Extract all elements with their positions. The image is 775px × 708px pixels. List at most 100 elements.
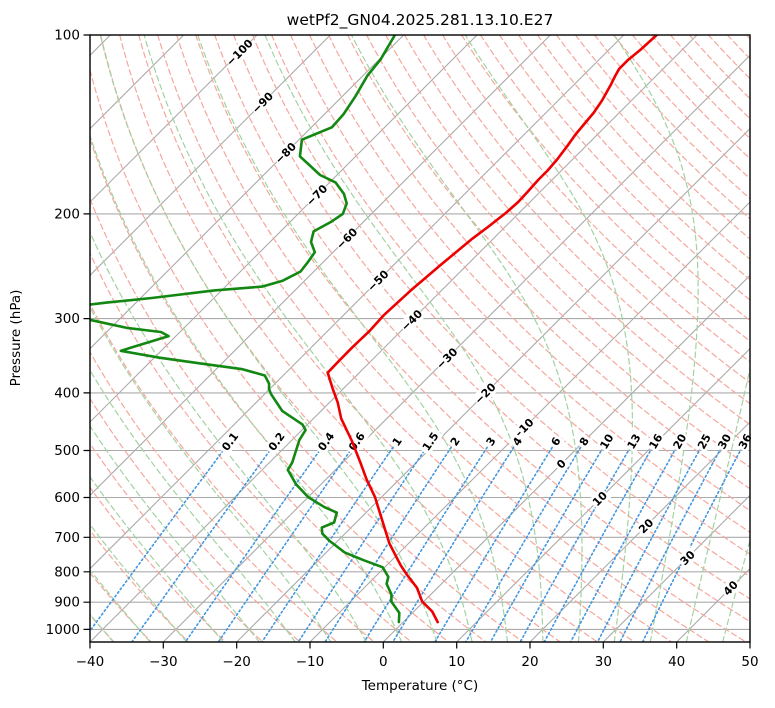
moist-adiabat-line [90, 133, 403, 642]
mixing-ratio-line [392, 439, 520, 642]
mixing-ratio-label: 0.1 [216, 427, 244, 456]
dry-adiabat-line [517, 35, 750, 281]
mixing-ratio-line [434, 439, 558, 642]
mixing-ratio-line [519, 439, 636, 642]
y-tick-label: 700 [54, 530, 80, 546]
moist-adiabat-line [350, 35, 583, 642]
x-tick-label: −20 [222, 654, 251, 670]
y-tick-label: 1000 [46, 622, 80, 638]
x-tick-label: −30 [149, 654, 178, 670]
dry-adiabat-line [119, 35, 598, 642]
isotherm-label: 0 [552, 454, 571, 474]
mixing-ratio-label: 1.5 [417, 427, 444, 456]
mixing-ratio-label: 20 [669, 430, 691, 453]
mixing-ratio-line [217, 439, 359, 642]
y-tick-label: 500 [54, 443, 80, 459]
isotherm-line [90, 35, 185, 130]
moist-adiabat-line [90, 475, 224, 642]
dry-adiabat-line [90, 302, 375, 642]
mixing-ratio-label: 30 [713, 430, 736, 453]
y-tick-label: 400 [54, 385, 80, 401]
y-tick-label: 100 [54, 28, 80, 44]
dry-adiabat-line [593, 35, 750, 200]
dry-adiabat-line [726, 35, 750, 60]
mixing-ratio-label: 1 [387, 432, 407, 451]
x-tick-label: 0 [379, 654, 388, 670]
mixing-ratio-label: 2 [445, 432, 465, 451]
dry-adiabat-line [90, 442, 264, 642]
mixing-ratio-line [131, 439, 279, 642]
isotherm-line [90, 35, 331, 277]
dry-adiabat-line [765, 35, 775, 642]
mixing-ratio-label: 8 [575, 432, 594, 451]
mixing-ratio-line [489, 439, 609, 642]
mixing-ratio-label: 16 [645, 430, 667, 453]
dry-adiabat-line [90, 486, 227, 642]
dry-adiabat-line [707, 35, 750, 80]
y-axis-label: Pressure (hPa) [8, 290, 24, 387]
y-tick-label: 900 [54, 595, 80, 611]
y-tick-label: 800 [54, 564, 80, 580]
dry-adiabat-line [479, 35, 750, 322]
dewpoint-curve [90, 35, 401, 624]
isotherm-line [602, 494, 750, 642]
x-tick-label: 40 [668, 654, 685, 670]
x-tick-label: 30 [595, 654, 612, 670]
isotherm-line [90, 35, 625, 570]
svg-text:25: 25 [695, 432, 714, 452]
isotherm-line [749, 641, 750, 642]
dry-adiabat-line [90, 350, 338, 642]
dry-adiabat-line [536, 35, 750, 261]
background-grid [90, 35, 775, 642]
dry-adiabat-line [157, 35, 673, 642]
y-tick-label: 600 [54, 490, 80, 506]
moist-adiabat-line [685, 366, 750, 642]
dry-adiabat-line [650, 35, 750, 140]
mixing-ratio-label: 0.4 [313, 427, 339, 456]
dry-adiabat-line [90, 67, 524, 642]
isotherm-line [90, 35, 405, 350]
dry-adiabat-line [612, 35, 750, 180]
dry-adiabat-line [214, 35, 750, 623]
dry-adiabat-line [233, 35, 750, 600]
moist-adiabat-line [722, 538, 750, 642]
isotherm-line [529, 421, 750, 642]
moist-adiabat-line [90, 369, 296, 642]
contour-labels: −100−90−80−70−60−50−40−30−20−10010203040… [216, 36, 756, 600]
mixing-ratio-label: 6 [546, 432, 565, 451]
isotherm-line [309, 201, 750, 642]
dry-adiabat-line [347, 35, 750, 468]
dry-adiabat-line [631, 35, 750, 160]
moist-adiabat-line [90, 424, 260, 642]
dry-adiabat-line [328, 35, 750, 490]
dry-adiabat-line [404, 35, 750, 405]
x-tick-label: 20 [521, 654, 538, 670]
dry-adiabat-line [176, 35, 710, 642]
svg-text:10: 10 [597, 431, 616, 451]
svg-text:13: 13 [625, 432, 644, 452]
mixing-ratio-line [90, 439, 232, 633]
temperature-curve [326, 35, 658, 624]
x-tick-label: 50 [741, 654, 758, 670]
dry-adiabat-line [461, 35, 750, 342]
dry-adiabat-line [498, 35, 750, 301]
moist-adiabat-line [464, 35, 633, 642]
dry-adiabat-line [252, 35, 750, 578]
svg-text:20: 20 [671, 431, 690, 451]
moist-adiabat-line [264, 35, 544, 642]
moist-adiabat-line [99, 35, 438, 642]
mixing-ratio-line [596, 439, 706, 642]
dry-adiabat-line [385, 35, 750, 426]
y-tick-label: 300 [54, 311, 80, 327]
isotherm-line [90, 35, 698, 642]
moist-adiabat-line [143, 35, 473, 642]
moist-adiabat-line [90, 523, 188, 642]
x-tick-label: −10 [296, 654, 325, 670]
isotherm-line [456, 347, 750, 642]
isotherm-line [90, 35, 258, 203]
isotherm-line [236, 127, 750, 642]
dry-adiabat-line [138, 35, 636, 642]
